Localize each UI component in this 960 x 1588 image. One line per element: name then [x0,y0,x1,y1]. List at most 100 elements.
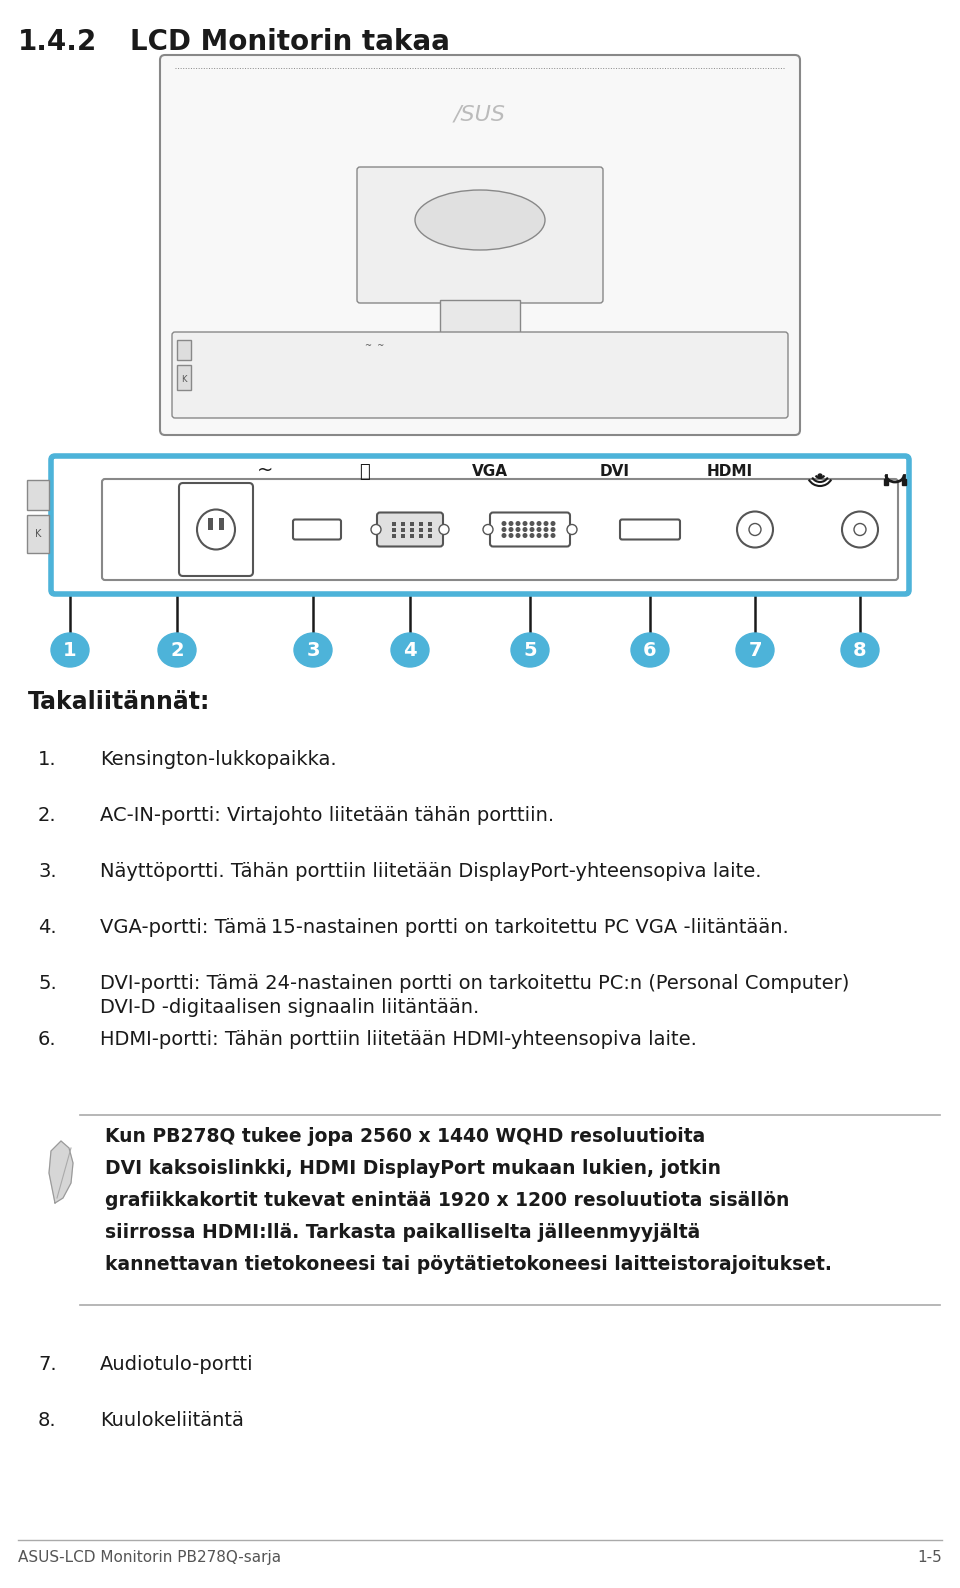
Ellipse shape [391,634,429,667]
Text: K: K [35,529,41,538]
Text: 4: 4 [403,640,417,659]
Circle shape [522,521,527,526]
Circle shape [537,534,541,538]
FancyBboxPatch shape [172,332,788,418]
FancyBboxPatch shape [51,456,909,594]
Ellipse shape [294,634,332,667]
Circle shape [516,534,520,538]
Circle shape [537,521,541,526]
Text: 1.: 1. [38,750,57,769]
Text: 3.: 3. [38,862,57,881]
Text: Kuulokeliitäntä: Kuulokeliitäntä [100,1412,244,1431]
Circle shape [537,527,541,532]
Text: 6.: 6. [38,1031,57,1050]
Text: Kun PB278Q tukee jopa 2560 x 1440 WQHD resoluutioita: Kun PB278Q tukee jopa 2560 x 1440 WQHD r… [105,1127,706,1147]
Text: Kensington-lukkopaikka.: Kensington-lukkopaikka. [100,750,337,769]
Circle shape [522,527,527,532]
Bar [428,521,432,526]
Circle shape [550,521,556,526]
Bar [440,300,520,370]
Circle shape [509,527,514,532]
Text: ~  ~: ~ ~ [365,341,384,349]
Text: 3: 3 [306,640,320,659]
Circle shape [854,524,866,535]
Ellipse shape [51,634,89,667]
Circle shape [501,521,507,526]
Bar [401,534,405,537]
Text: DVI: DVI [600,465,630,480]
Circle shape [501,527,507,532]
Polygon shape [420,461,540,510]
Ellipse shape [415,191,545,249]
Circle shape [509,521,514,526]
FancyBboxPatch shape [620,519,680,540]
Circle shape [530,527,535,532]
Text: siirrossa HDMI:llä. Tarkasta paikalliselta jälleenmyyjältä: siirrossa HDMI:llä. Tarkasta paikallisel… [105,1223,700,1242]
Bar [219,518,224,529]
Text: HDMI-portti: Tähän porttiin liitetään HDMI-yhteensopiva laite.: HDMI-portti: Tähän porttiin liitetään HD… [100,1031,697,1050]
Bar [410,534,414,537]
Ellipse shape [841,634,879,667]
Bar [419,521,423,526]
Text: 7: 7 [748,640,761,659]
Text: HDMI: HDMI [707,465,753,480]
Circle shape [749,524,761,535]
Bar [27,480,49,510]
Bar [392,521,396,526]
Ellipse shape [631,634,669,667]
Text: Takaliitännät:: Takaliitännät: [28,691,210,715]
Circle shape [550,534,556,538]
Circle shape [371,524,381,535]
Circle shape [522,534,527,538]
Text: ~: ~ [257,461,274,480]
Text: 1-5: 1-5 [917,1550,942,1566]
Text: 1.4.2: 1.4.2 [18,29,97,56]
Bar [902,480,906,484]
Text: AC-IN-portti: Virtajohto liitetään tähän porttiin.: AC-IN-portti: Virtajohto liitetään tähän… [100,807,554,826]
Circle shape [516,521,520,526]
Text: 8: 8 [853,640,867,659]
Circle shape [543,534,548,538]
Text: 4.: 4. [38,918,57,937]
Polygon shape [49,1142,73,1204]
Text: K: K [181,375,187,383]
Bar [27,515,49,553]
Circle shape [818,473,822,478]
Text: /SUS: /SUS [454,105,506,125]
Text: DVI-portti: Tämä 24-nastainen portti on tarkoitettu PC:n (Personal Computer): DVI-portti: Tämä 24-nastainen portti on … [100,973,850,992]
Text: 7.: 7. [38,1355,57,1374]
Text: ASUS-LCD Monitorin PB278Q-sarja: ASUS-LCD Monitorin PB278Q-sarja [18,1550,281,1566]
Bar [392,527,396,532]
Circle shape [530,521,535,526]
Bar [410,521,414,526]
Text: 5.: 5. [38,973,57,992]
Text: 2: 2 [170,640,183,659]
Text: DVI-D -digitaalisen signaalin liitäntään.: DVI-D -digitaalisen signaalin liitäntään… [100,997,479,1016]
FancyBboxPatch shape [160,56,800,435]
Bar [177,365,191,391]
Ellipse shape [158,634,196,667]
Bar [208,518,213,529]
Circle shape [543,521,548,526]
Circle shape [483,524,493,535]
Circle shape [509,534,514,538]
Text: DVI kaksoislinkki, HDMI DisplayPort mukaan lukien, jotkin: DVI kaksoislinkki, HDMI DisplayPort muka… [105,1159,721,1178]
Circle shape [550,527,556,532]
Text: 1: 1 [63,640,77,659]
Circle shape [543,527,548,532]
FancyBboxPatch shape [357,167,603,303]
FancyBboxPatch shape [102,480,898,580]
Ellipse shape [736,634,774,667]
Bar [428,534,432,537]
Bar [884,480,888,484]
Text: VGA-portti: Tämä 15-nastainen portti on tarkoitettu PC VGA -liitäntään.: VGA-portti: Tämä 15-nastainen portti on … [100,918,789,937]
FancyBboxPatch shape [179,483,253,576]
Text: grafiikkakortit tukevat enintää 1920 x 1200 resoluutiota sisällön: grafiikkakortit tukevat enintää 1920 x 1… [105,1191,789,1210]
Bar [390,508,570,527]
FancyBboxPatch shape [377,513,443,546]
Bar [401,521,405,526]
Text: 6: 6 [643,640,657,659]
Ellipse shape [511,634,549,667]
Text: Audiotulo-portti: Audiotulo-portti [100,1355,253,1374]
Text: kannettavan tietokoneesi tai pöytätietokoneesi laitteistorajoitukset.: kannettavan tietokoneesi tai pöytätietok… [105,1255,832,1274]
